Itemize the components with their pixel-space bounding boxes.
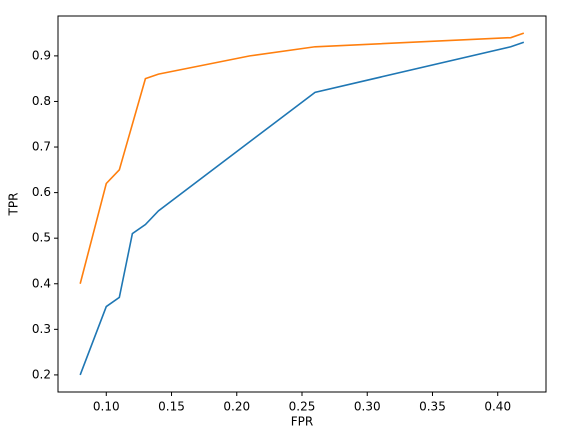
- x-tick-label: 0.20: [223, 400, 250, 414]
- x-tick-label: 0.15: [158, 400, 185, 414]
- x-tick-label: 0.35: [419, 400, 446, 414]
- x-tick-label: 0.10: [93, 400, 120, 414]
- y-tick-label: 0.2: [32, 367, 51, 381]
- x-tick-label: 0.30: [354, 400, 381, 414]
- x-tick-label: 0.40: [484, 400, 511, 414]
- x-axis-label: FPR: [291, 415, 313, 429]
- y-tick-label: 0.5: [32, 231, 51, 245]
- line-series: [79, 32, 525, 284]
- y-tick-label: 0.3: [32, 322, 51, 336]
- plot-frame: [57, 15, 547, 393]
- y-tick-label: 0.6: [32, 185, 51, 199]
- y-axis-label: TPR: [7, 193, 21, 217]
- x-tick-label: 0.25: [289, 400, 316, 414]
- line-series: [79, 41, 525, 376]
- y-tick-label: 0.9: [32, 48, 51, 62]
- y-tick-label: 0.7: [32, 140, 51, 154]
- y-tick-label: 0.4: [32, 276, 51, 290]
- y-tick-label: 0.8: [32, 94, 51, 108]
